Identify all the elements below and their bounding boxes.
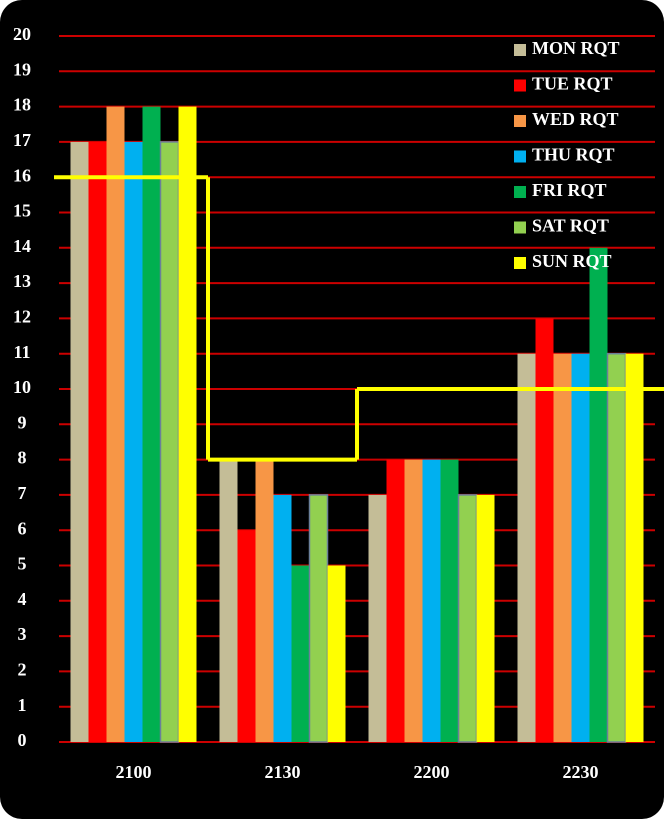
legend-label: FRI RQT <box>532 180 607 200</box>
legend-swatch <box>514 186 526 198</box>
bar <box>625 353 644 742</box>
y-tick-label: 19 <box>13 59 31 79</box>
y-tick-label: 6 <box>18 518 27 538</box>
y-tick-label: 10 <box>13 377 31 397</box>
y-tick-label: 17 <box>13 130 31 150</box>
bar <box>106 106 125 743</box>
bar <box>386 459 405 742</box>
bar <box>273 494 292 742</box>
x-tick-label: 2200 <box>414 762 450 782</box>
legend-swatch <box>514 221 526 234</box>
legend-swatch <box>514 44 526 56</box>
y-tick-label: 2 <box>18 660 27 680</box>
bar <box>308 494 329 743</box>
bar <box>88 141 107 742</box>
legend-label: THU RQT <box>532 145 615 165</box>
y-tick-label: 18 <box>13 95 31 115</box>
y-tick-label: 7 <box>18 483 27 503</box>
bar <box>178 106 197 743</box>
bar <box>159 141 180 743</box>
legend-label: SAT RQT <box>532 216 609 236</box>
bar <box>219 459 238 742</box>
x-tick-label: 2100 <box>116 762 152 782</box>
legend-label: SUN RQT <box>532 251 612 271</box>
bar <box>535 318 554 742</box>
y-tick-label: 16 <box>13 165 31 185</box>
bar <box>517 353 536 742</box>
y-tick-label: 14 <box>13 236 31 256</box>
legend-swatch <box>514 79 526 92</box>
y-tick-label: 0 <box>18 730 27 750</box>
y-tick-label: 3 <box>18 624 27 644</box>
legend-label: MON RQT <box>532 38 620 58</box>
legend-label: TUE RQT <box>532 74 613 94</box>
legend-swatch <box>514 115 526 127</box>
bar <box>327 565 346 742</box>
y-tick-label: 8 <box>18 448 27 468</box>
y-tick-label: 4 <box>18 589 27 609</box>
bar <box>237 530 256 742</box>
bar <box>476 494 495 742</box>
y-tick-label: 11 <box>13 342 30 362</box>
y-tick-label: 1 <box>18 695 27 715</box>
y-tick-label: 9 <box>18 412 27 432</box>
bar <box>440 459 459 742</box>
x-tick-label: 2230 <box>563 762 599 782</box>
y-tick-label: 15 <box>13 201 31 221</box>
legend-label: WED RQT <box>532 109 619 129</box>
y-tick-label: 5 <box>18 554 27 574</box>
bar <box>368 494 387 742</box>
bar <box>422 459 441 742</box>
bar <box>553 353 572 742</box>
bar <box>571 353 590 742</box>
y-tick-label: 20 <box>13 24 31 44</box>
bar <box>124 141 143 742</box>
x-tick-label: 2130 <box>265 762 301 782</box>
bar <box>606 352 627 743</box>
bar <box>255 459 274 742</box>
bar <box>457 494 478 743</box>
y-tick-label: 12 <box>13 307 31 327</box>
bar <box>70 141 89 742</box>
legend-swatch <box>514 150 526 163</box>
y-tick-label: 13 <box>13 271 31 291</box>
bar <box>589 247 608 743</box>
bar <box>404 459 423 742</box>
bar <box>291 565 310 742</box>
legend-swatch <box>514 257 526 269</box>
bar <box>142 106 161 743</box>
